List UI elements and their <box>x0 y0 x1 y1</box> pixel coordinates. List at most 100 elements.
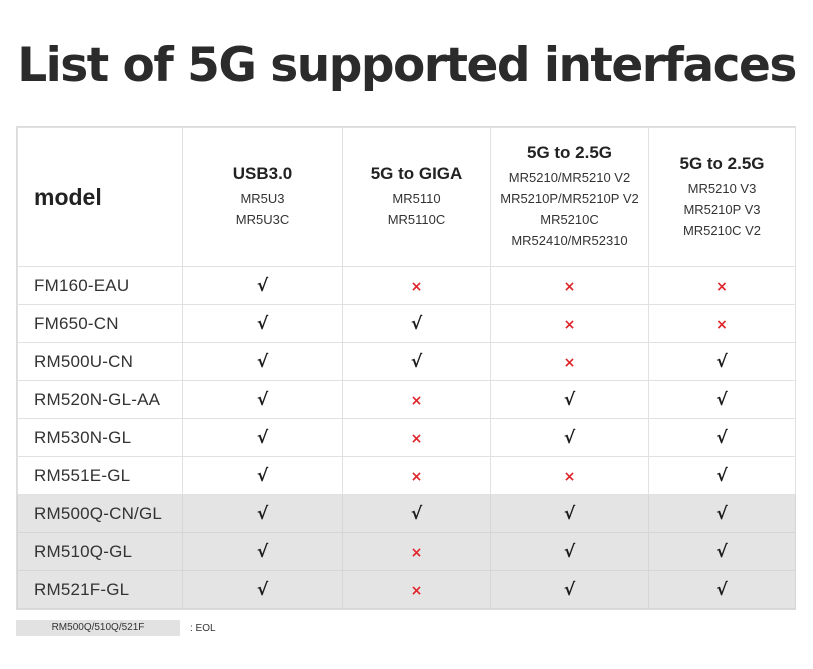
column-subtitle: MR5110C <box>387 212 446 227</box>
table-body: FM160-EAU √ × × × FM650-CN √ √ × × RM500U-CN √ √ × √ RM… <box>17 266 796 609</box>
support-cell: √ <box>648 570 796 609</box>
check-icon: √ <box>256 580 269 600</box>
check-icon: √ <box>256 352 269 372</box>
column-subtitle: MR5210 V3 <box>687 180 757 196</box>
column-subtitle: MR5U3C <box>235 212 290 227</box>
column-subtitle: MR52410/MR52310 <box>511 233 628 248</box>
model-cell: FM650-CN <box>17 304 183 343</box>
support-cell: √ <box>182 532 343 571</box>
check-icon: √ <box>256 504 269 524</box>
support-cell: √ <box>182 456 343 495</box>
support-cell: √ <box>648 532 796 571</box>
cross-icon: × <box>563 279 576 295</box>
check-icon: √ <box>716 428 728 448</box>
cross-icon: × <box>410 393 423 409</box>
support-cell: √ <box>490 380 649 419</box>
legend: RM500Q/510Q/521F : EOL <box>16 620 216 636</box>
column-title: 5G to 2.5G <box>679 153 765 173</box>
check-icon: √ <box>716 466 728 486</box>
support-cell: × <box>342 532 491 571</box>
support-cell: √ <box>490 532 649 571</box>
support-cell: √ <box>490 494 649 533</box>
support-cell: × <box>342 266 491 305</box>
table-row: FM650-CN √ √ × × <box>17 304 796 343</box>
eol-legend-swatch: RM500Q/510Q/521F <box>16 620 180 636</box>
support-cell: × <box>342 570 491 609</box>
check-icon: √ <box>563 390 576 410</box>
model-column-header: model <box>17 127 183 267</box>
model-cell: RM500U-CN <box>17 342 183 381</box>
support-cell: √ <box>342 304 491 343</box>
support-cell: × <box>342 418 491 457</box>
column-title: 5G to GIGA <box>370 164 463 183</box>
check-icon: √ <box>716 542 728 562</box>
support-cell: √ <box>342 494 491 533</box>
support-cell: √ <box>182 304 343 343</box>
model-cell: RM551E-GL <box>17 456 183 495</box>
support-cell: √ <box>490 570 649 609</box>
model-cell: FM160-EAU <box>17 266 183 305</box>
support-cell: √ <box>648 342 796 381</box>
check-icon: √ <box>256 428 269 448</box>
table-header-row: model USB3.0 MR5U3 MR5U3C 5G to GIGA MR5… <box>17 127 796 267</box>
support-cell: × <box>648 304 796 343</box>
support-cell: √ <box>648 494 796 533</box>
column-title: 5G to 2.5G <box>526 143 613 162</box>
support-cell: √ <box>648 380 796 419</box>
support-cell: × <box>490 304 649 343</box>
support-cell: √ <box>182 266 343 305</box>
support-table: model USB3.0 MR5U3 MR5U3C 5G to GIGA MR5… <box>17 127 796 609</box>
support-cell: × <box>342 380 491 419</box>
check-icon: √ <box>256 276 269 296</box>
column-subtitle: MR5210P/MR5210P V2 <box>500 191 639 206</box>
support-cell: × <box>490 456 649 495</box>
table-row: RM551E-GL √ × × √ <box>17 456 796 495</box>
cross-icon: × <box>716 279 728 295</box>
model-cell: RM500Q-CN/GL <box>17 494 183 533</box>
table-row: RM500Q-CN/GL √ √ √ √ <box>17 494 796 533</box>
check-icon: √ <box>716 504 728 524</box>
check-icon: √ <box>716 390 728 410</box>
page-title: List of 5G supported interfaces <box>17 38 797 93</box>
model-cell: RM521F-GL <box>17 570 183 609</box>
support-table-container: model USB3.0 MR5U3 MR5U3C 5G to GIGA MR5… <box>16 126 796 610</box>
cross-icon: × <box>410 545 423 561</box>
table-row: RM500U-CN √ √ × √ <box>17 342 796 381</box>
check-icon: √ <box>256 314 269 334</box>
cross-icon: × <box>563 355 576 371</box>
cross-icon: × <box>410 469 423 485</box>
cross-icon: × <box>410 279 423 295</box>
table-row: RM521F-GL √ × √ √ <box>17 570 796 609</box>
check-icon: √ <box>563 428 576 448</box>
support-cell: × <box>490 266 649 305</box>
eol-legend-text: : EOL <box>190 622 216 634</box>
check-icon: √ <box>563 580 576 600</box>
column-title: USB3.0 <box>232 164 293 183</box>
model-cell: RM530N-GL <box>17 418 183 457</box>
support-cell: √ <box>182 342 343 381</box>
support-cell: √ <box>182 380 343 419</box>
check-icon: √ <box>410 504 423 524</box>
table-row: FM160-EAU √ × × × <box>17 266 796 305</box>
support-cell: √ <box>648 456 796 495</box>
column-subtitle: MR5210/MR5210 V2 <box>508 170 631 185</box>
column-subtitle: MR5U3 <box>240 191 285 206</box>
column-subtitle: MR5210C <box>540 212 599 227</box>
check-icon: √ <box>563 504 576 524</box>
support-cell: √ <box>490 418 649 457</box>
support-cell: √ <box>182 570 343 609</box>
check-icon: √ <box>410 314 423 334</box>
support-cell: √ <box>182 418 343 457</box>
column-header-giga: 5G to GIGA MR5110 MR5110C <box>342 127 491 267</box>
support-cell: √ <box>182 494 343 533</box>
column-header-2-5g-a: 5G to 2.5G MR5210/MR5210 V2 MR5210P/MR52… <box>490 127 649 267</box>
check-icon: √ <box>256 390 269 410</box>
cross-icon: × <box>716 317 728 333</box>
check-icon: √ <box>256 466 269 486</box>
column-subtitle: MR5210P V3 <box>683 201 761 217</box>
support-cell: √ <box>648 418 796 457</box>
support-cell: √ <box>342 342 491 381</box>
column-header-usb: USB3.0 MR5U3 MR5U3C <box>182 127 343 267</box>
table-row: RM530N-GL √ × √ √ <box>17 418 796 457</box>
check-icon: √ <box>256 542 269 562</box>
